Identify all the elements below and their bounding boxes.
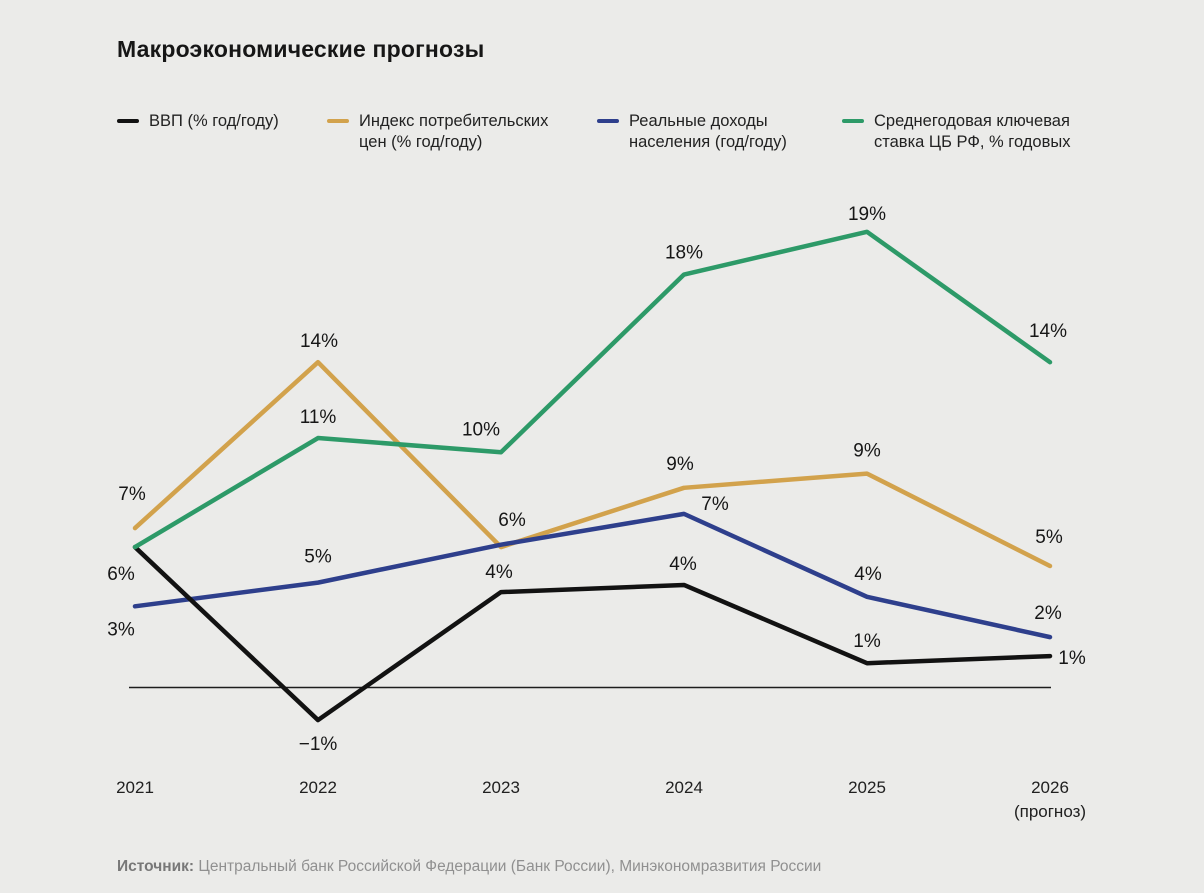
point-label: 10% xyxy=(462,419,500,440)
legend-label-income: Реальные доходы населения (год/году) xyxy=(629,112,787,151)
point-label: 11% xyxy=(300,407,337,428)
legend-label-cpi: Индекс потребительских цен (% год/году) xyxy=(359,112,549,151)
point-label: 4% xyxy=(854,564,882,585)
legend-label-gdp: ВВП (% год/году) xyxy=(149,112,279,130)
x-axis-label: 2026 xyxy=(1031,778,1069,797)
point-label: 19% xyxy=(848,204,886,225)
legend-swatch-income xyxy=(597,119,619,123)
x-axis-label: 2025 xyxy=(848,778,886,797)
legend-swatch-cpi xyxy=(327,119,349,123)
point-label: 5% xyxy=(1035,527,1063,548)
point-label: 18% xyxy=(665,243,703,264)
point-label: 14% xyxy=(300,331,338,352)
x-axis-label: (прогноз) xyxy=(1014,802,1086,821)
series-line-3 xyxy=(132,229,1053,550)
point-label: 9% xyxy=(853,441,881,462)
point-label: 6% xyxy=(498,510,526,531)
legend-item-key-rate: Среднегодовая ключевая ставка ЦБ РФ, % г… xyxy=(842,111,1087,153)
source-label: Источник: xyxy=(117,858,195,875)
point-label: 4% xyxy=(669,554,697,575)
series-line-2 xyxy=(132,511,1053,640)
legend-swatch-key-rate xyxy=(842,119,864,123)
point-label: 14% xyxy=(1029,321,1067,342)
legend-item-cpi: Индекс потребительских цен (% год/году) xyxy=(327,111,562,153)
point-label: 9% xyxy=(666,454,694,475)
legend-item-gdp: ВВП (% год/году) xyxy=(117,111,279,132)
x-axis-label: 2021 xyxy=(116,778,154,797)
point-label: 4% xyxy=(485,562,513,583)
point-label: 3% xyxy=(107,619,135,640)
legend-item-income: Реальные доходы населения (год/году) xyxy=(597,111,812,153)
x-axis-label: 2023 xyxy=(482,778,520,797)
legend-label-key-rate: Среднегодовая ключевая ставка ЦБ РФ, % г… xyxy=(874,112,1071,151)
point-label: 6% xyxy=(107,564,135,585)
source-text: Центральный банк Российской Федерации (Б… xyxy=(194,858,822,875)
x-axis-label: 2024 xyxy=(665,778,703,797)
point-label: 1% xyxy=(1058,648,1086,669)
source-note: Источник: Центральный банк Российской Фе… xyxy=(117,858,821,876)
point-label: −1% xyxy=(299,734,338,755)
x-axis-label: 2022 xyxy=(299,778,337,797)
point-label: 1% xyxy=(853,631,881,652)
point-label: 2% xyxy=(1034,603,1062,624)
series-line-1 xyxy=(132,359,1053,569)
legend: ВВП (% год/году) Индекс потребительских … xyxy=(0,111,1204,171)
legend-swatch-gdp xyxy=(117,119,139,123)
page-title: Макроэкономические прогнозы xyxy=(117,36,485,62)
point-label: 7% xyxy=(701,494,729,515)
series-line-0 xyxy=(132,544,1053,723)
point-label: 5% xyxy=(304,547,332,568)
point-label: 7% xyxy=(118,484,146,505)
